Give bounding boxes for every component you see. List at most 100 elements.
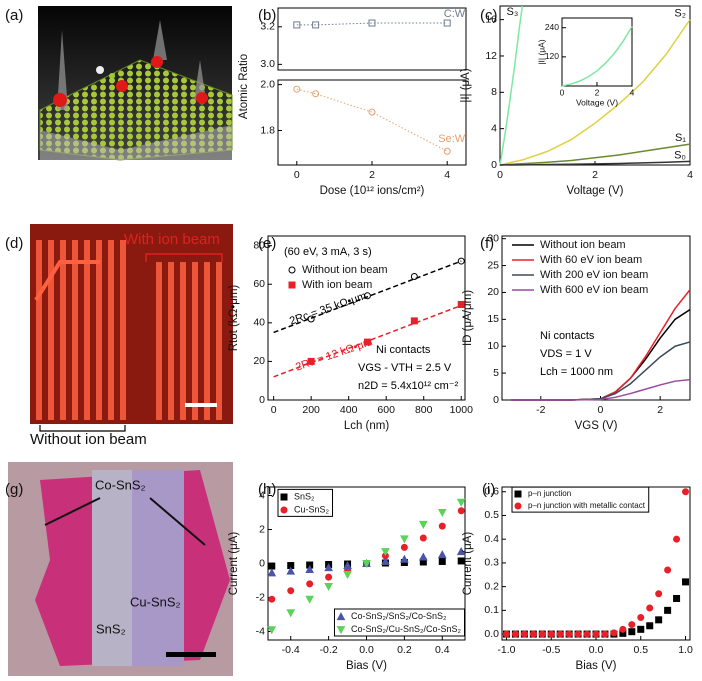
marker [381,556,390,565]
y-tick-label: 0 [259,394,265,406]
marker [601,630,609,638]
image-annotation: SnS₂ [96,621,126,636]
panel-label: (d) [5,235,23,252]
x-tick-label: 0.5 [633,644,648,656]
y-tick-label: 2 [259,523,265,535]
y-tick-label: 0 [259,557,265,569]
marker [336,612,346,621]
x-tick-label: 0.2 [397,644,412,656]
panel-label: (e) [258,235,276,252]
marker [267,568,277,577]
marker [307,357,315,365]
marker [457,557,465,565]
y-tick-label: 8 [491,86,497,98]
x-axis-label: Dose (10¹² ions/cm²) [320,185,425,197]
y-tick-label: 25 [487,259,499,271]
annotation: VDS = 1 V [540,348,592,360]
marker [324,582,333,592]
marker [437,509,447,518]
legend-label: p–n junction with metallic contact [528,501,646,510]
marker [556,630,564,638]
marker [438,557,446,565]
x-tick-label: 0 [497,169,503,181]
x-axis-label: VGS (V) [575,420,618,432]
y-tick-label: 0.6 [484,486,499,498]
y-axis-label: Atomic Ratio [238,54,250,119]
legend-label: Co-SnS₂/SnS₂/Co-SnS₂ [351,611,447,621]
y-tick-label: 2.0 [260,78,275,90]
axes-frame [277,7,467,71]
marker [538,630,546,638]
marker [400,554,409,563]
x-tick-label: 0 [294,169,300,181]
marker [410,317,418,325]
legend-label: Without ion beam [540,239,626,251]
marker [646,622,654,630]
inset-bg [562,18,632,86]
marker [286,609,296,618]
marker [610,629,618,637]
legend-label: Without ion beam [302,264,388,276]
y-axis-label: |I| (μA) [536,39,546,65]
series-line [499,5,524,166]
marker [325,573,333,581]
image-annotation: Cu-SnS₂ [130,594,181,609]
x-tick-label: 2 [592,169,598,181]
image-annotation: Without ion beam [30,431,147,448]
series-label: S₃ [506,6,518,18]
marker [280,506,288,514]
x-tick-label: 800 [415,404,433,416]
y-tick-label: -2 [256,591,265,603]
marker [511,630,519,638]
x-tick-label: 2 [369,169,375,181]
x-tick-label: 0 [598,404,604,416]
series-line [499,19,691,166]
x-tick-label: -0.5 [542,644,560,656]
marker [664,566,672,574]
image-annotation: With ion beam [124,231,220,248]
marker [619,625,627,633]
marker [592,630,600,638]
series-line [296,88,448,152]
marker [664,606,672,614]
x-tick-label: 4 [444,169,450,181]
marker [305,564,315,573]
y-tick-label: 0 [493,394,499,406]
marker [529,630,537,638]
legend-label: Co-SnS₂/Cu-SnS₂/Co-SnS₂ [351,624,462,634]
y-tick-label: 20 [487,286,499,298]
annotation: n2D = 5.4x10¹² cm⁻² [358,380,459,392]
x-tick-label: 1.0 [678,644,693,656]
y-tick-label: 0.3 [484,557,499,569]
x-tick-label: 600 [377,404,395,416]
y-tick-label: 5 [493,367,499,379]
marker [410,273,418,281]
marker [502,630,510,638]
series-label: S₀ [674,149,686,161]
panel-label: (a) [5,7,23,24]
marker [363,292,371,300]
legend-label: With 600 eV ion beam [540,284,648,296]
legend-label: p–n junction [528,489,571,498]
y-tick-label: 0 [491,159,497,171]
series-line [510,378,691,401]
series-label: S₁ [675,132,686,144]
marker [288,266,296,274]
y-tick-label: 0.4 [484,533,499,545]
y-tick-label: 20 [253,355,265,367]
series-label: Se:W [438,133,466,145]
marker [267,626,277,635]
image-d [30,224,233,432]
marker [655,616,663,624]
y-tick-label: 3.2 [260,21,275,33]
marker [288,281,296,289]
marker [520,630,528,638]
marker [362,560,371,569]
marker [438,522,446,530]
y-tick-label: 0.1 [484,604,499,616]
marker [343,560,352,570]
marker [443,19,451,27]
marker [324,563,333,572]
marker [286,566,296,575]
